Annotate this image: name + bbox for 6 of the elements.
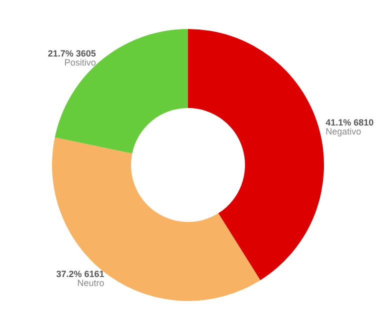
data-label: 41.1% 6810 [326,117,374,128]
slice-label: Neutro [77,278,104,288]
slice-label: Positivo [64,57,96,68]
slice-label: Negativo [326,126,362,136]
data-label: 21.7% 3605 [48,48,96,58]
data-label: 37.2% 6161 [56,268,104,279]
